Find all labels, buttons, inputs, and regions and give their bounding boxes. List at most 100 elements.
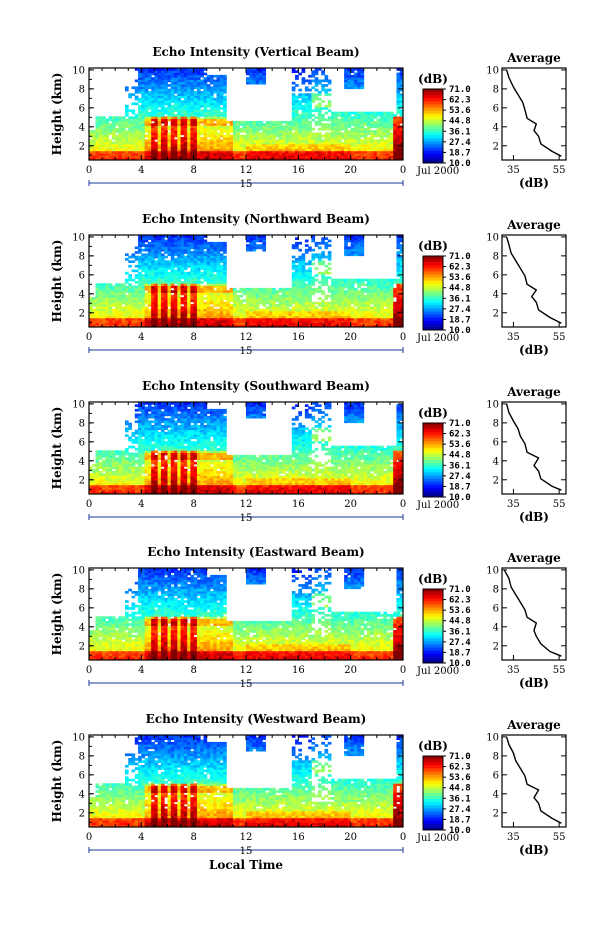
heatmap-cell <box>259 317 263 321</box>
heatmap-cell <box>278 287 283 291</box>
heatmap-cell <box>311 290 316 293</box>
heatmap-cell <box>200 264 204 268</box>
heatmap-cell <box>216 77 221 80</box>
heatmap-cell <box>167 155 172 159</box>
heatmap-cell <box>219 258 224 261</box>
heatmap-cell <box>203 267 208 270</box>
heatmap-cell <box>151 102 155 106</box>
heatmap-cell <box>226 290 231 293</box>
heatmap-cell <box>174 294 178 298</box>
heatmap-cell <box>157 114 162 117</box>
heatmap-cell <box>141 125 145 129</box>
heatmap-cell <box>177 297 181 300</box>
heatmap-cell <box>174 143 178 147</box>
heatmap-cell <box>301 313 306 316</box>
heatmap-cell <box>311 248 316 252</box>
heatmap-cell <box>177 153 181 156</box>
heatmap-cell <box>353 244 358 247</box>
heatmap-cell <box>111 123 116 126</box>
heatmap-cell <box>134 86 139 90</box>
heatmap-cell <box>321 310 325 314</box>
heatmap-cell <box>92 320 96 323</box>
heatmap-cell <box>223 141 227 145</box>
heatmap-cell <box>134 299 139 303</box>
heatmap-cell <box>174 97 178 101</box>
heatmap-cell <box>304 88 309 92</box>
heatmap-cell <box>246 79 250 83</box>
heatmap-cell <box>344 114 348 117</box>
heatmap-cell <box>213 104 217 108</box>
heatmap-cell <box>170 258 175 261</box>
heatmap-cell <box>376 125 381 129</box>
heatmap-cell <box>396 93 401 96</box>
heatmap-cell <box>353 137 358 140</box>
heatmap-cell <box>340 143 345 147</box>
heatmap-cell <box>193 306 198 309</box>
heatmap-cell <box>174 297 178 300</box>
heatmap-cell <box>262 241 267 245</box>
heatmap-cell <box>180 130 185 133</box>
heatmap-cell <box>321 116 325 119</box>
heatmap-cell <box>206 86 211 90</box>
heatmap-cell <box>219 278 224 282</box>
heatmap-cell <box>144 81 149 85</box>
heatmap-cell <box>334 320 338 323</box>
heatmap-cell <box>386 123 391 126</box>
heatmap-cell <box>200 153 204 156</box>
heatmap-cell <box>154 88 159 92</box>
heatmap-cell <box>298 313 302 316</box>
heatmap-cell <box>317 290 322 293</box>
heatmap-cell <box>147 93 152 96</box>
heatmap-cell <box>177 70 181 73</box>
heatmap-cell <box>128 308 132 312</box>
heatmap-cell <box>317 157 322 161</box>
heatmap-cell <box>363 306 368 309</box>
heatmap-cell <box>154 72 159 76</box>
heatmap-cell <box>357 72 361 76</box>
heatmap-cell <box>131 285 136 289</box>
heatmap-cell <box>396 143 401 147</box>
heatmap-cell <box>347 139 352 142</box>
heatmap-cell <box>164 100 168 103</box>
heatmap-cell <box>190 93 195 96</box>
heatmap-cell <box>327 81 332 85</box>
heatmap-cell <box>357 153 361 156</box>
heatmap-cell <box>314 134 319 138</box>
heatmap-cell <box>131 278 136 282</box>
heatmap-cell <box>131 157 136 161</box>
heatmap-cell <box>262 125 267 129</box>
heatmap-cell <box>193 304 198 307</box>
heatmap-cell <box>249 297 253 300</box>
heatmap-cell <box>128 148 132 152</box>
heatmap-cell <box>183 301 188 305</box>
heatmap-cell <box>321 306 325 309</box>
heatmap-cell <box>200 155 204 159</box>
heatmap-cell <box>154 244 159 247</box>
heatmap-cell <box>223 278 227 282</box>
heatmap-cell <box>105 283 110 286</box>
heatmap-cell <box>144 301 149 305</box>
heatmap-cell <box>331 287 335 291</box>
heatmap-cell <box>357 86 361 90</box>
heatmap-cell <box>124 301 129 305</box>
heatmap-cell <box>174 244 178 247</box>
heatmap-cell <box>357 299 361 303</box>
heatmap-cell <box>363 317 368 321</box>
heatmap-cell <box>321 255 325 259</box>
heatmap-cell <box>170 104 175 108</box>
heatmap-cell <box>340 315 345 319</box>
heatmap-cell <box>187 130 191 133</box>
heatmap-cell <box>268 320 273 323</box>
heatmap-cell <box>187 95 191 99</box>
heatmap-cell <box>92 155 96 159</box>
heatmap-cell <box>124 313 129 316</box>
heatmap-cell <box>154 310 159 314</box>
heatmap-cell <box>353 86 358 90</box>
heatmap-cell <box>177 102 181 106</box>
heatmap-cell <box>141 304 145 307</box>
heatmap-cell <box>147 148 152 152</box>
heatmap-cell <box>124 290 129 293</box>
heatmap-cell <box>347 155 352 159</box>
heatmap-cell <box>308 260 312 263</box>
heatmap-cell <box>180 301 185 305</box>
